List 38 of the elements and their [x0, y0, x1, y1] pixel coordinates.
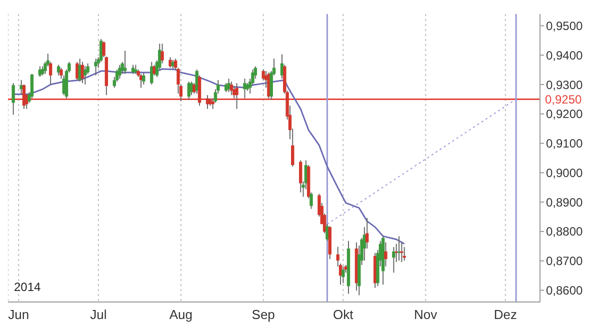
candlestick	[30, 73, 34, 99]
y-tick-label: 0,9000	[546, 166, 584, 180]
candlestick	[299, 160, 302, 193]
candlestick	[392, 246, 396, 274]
x-tick-label: Jul	[90, 307, 107, 322]
candlestick	[118, 64, 122, 80]
annotation: 2014	[14, 280, 41, 294]
candlestick	[243, 78, 246, 99]
x-tick-label: Sep	[252, 307, 275, 322]
candlestick	[168, 56, 172, 68]
candlestick	[78, 58, 82, 82]
x-tick-label: Aug	[169, 307, 192, 322]
ref-line-label: 0,9250	[545, 92, 582, 106]
candlestick	[94, 58, 98, 76]
candlestick	[152, 64, 156, 76]
candlestick	[384, 242, 388, 267]
candlestick	[12, 82, 15, 116]
y-tick-label: 0,8600	[546, 284, 584, 298]
y-tick-label: 0,9500	[546, 19, 584, 34]
y-tick-label: 0,8800	[546, 224, 584, 239]
x-tick-label: Dez	[494, 307, 517, 322]
y-tick-label: 0,9100	[546, 136, 584, 151]
y-tick-label: 0,8700	[546, 254, 584, 268]
candlestick	[227, 78, 230, 93]
y-tick-label: 0,9400	[546, 48, 584, 62]
candlestick	[142, 72, 146, 86]
candlestick	[60, 67, 63, 80]
candlestick	[402, 246, 406, 262]
x-tick-label: Jun	[8, 307, 30, 322]
x-tick-label: Okt	[333, 307, 354, 322]
x-tick-label: Nov	[414, 307, 438, 322]
y-tick-label: 0,9300	[546, 78, 584, 92]
y-tick-label: 0,9200	[546, 107, 584, 122]
candlestick	[160, 43, 164, 64]
candlestick	[235, 82, 238, 110]
y-tick-label: 0,8900	[546, 195, 584, 210]
candlestick	[342, 266, 345, 284]
candlestick	[134, 64, 138, 74]
